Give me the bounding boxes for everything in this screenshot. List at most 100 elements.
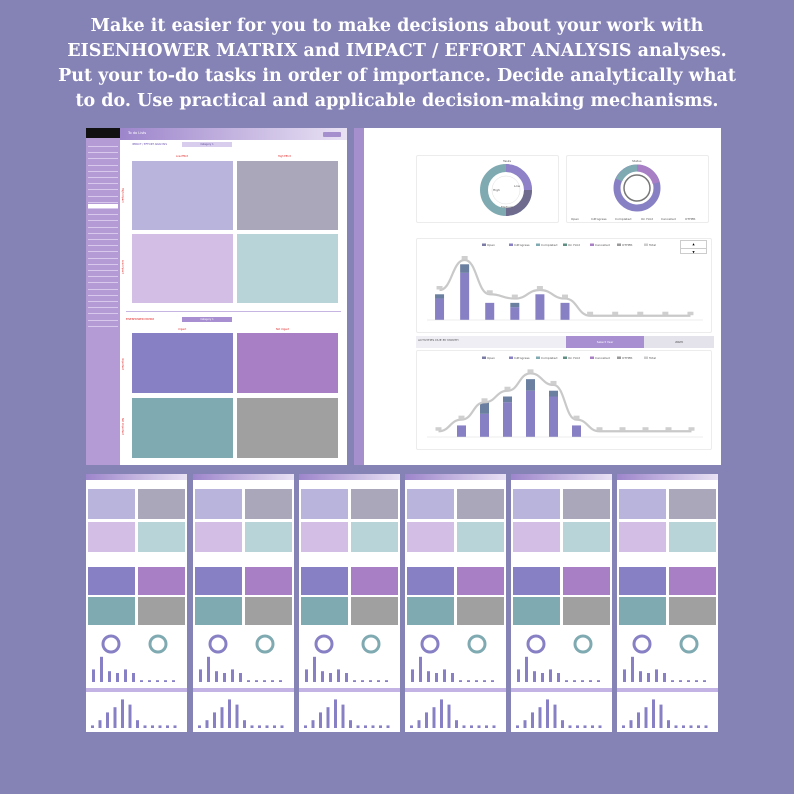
activities-bar-chart: Open InProgress Completed On Hold Cancelled O… xyxy=(427,243,703,321)
sidebar-item[interactable] xyxy=(88,278,118,284)
preview-thumbnail[interactable] xyxy=(405,474,506,732)
sidebar-item[interactable] xyxy=(88,291,118,296)
preview-thumbnail[interactable] xyxy=(511,474,612,732)
thumb-bar xyxy=(477,725,481,728)
bar-inprogress xyxy=(435,298,445,320)
select-year-label: Select Year xyxy=(566,336,644,348)
category-selector[interactable]: Category 1 xyxy=(182,142,232,147)
preview-thumbnail[interactable] xyxy=(86,474,187,732)
sidebar-item[interactable] xyxy=(88,198,118,203)
thumb-bar xyxy=(432,707,436,728)
spin-down-icon[interactable]: ▼ xyxy=(681,248,706,256)
thumb-bar xyxy=(124,669,127,682)
sidebar-item[interactable] xyxy=(88,297,118,302)
preview-thumbnail[interactable] xyxy=(193,474,294,732)
thumb-bar xyxy=(98,720,102,728)
thumb-bar xyxy=(371,725,375,728)
sidebar-item[interactable] xyxy=(88,154,118,160)
thumb-quadrant xyxy=(245,489,292,519)
thumb-quadrant xyxy=(457,597,504,625)
sidebar xyxy=(86,128,120,465)
preview-thumbnail[interactable] xyxy=(299,474,400,732)
thumb-bar xyxy=(113,707,117,728)
quadrant-delete[interactable] xyxy=(237,398,338,458)
thumb-quadrant xyxy=(245,567,292,595)
quadrant-quick-wins[interactable] xyxy=(132,161,233,230)
legend-swatch xyxy=(617,243,621,246)
spin-up-icon[interactable]: ▲ xyxy=(692,242,695,246)
sidebar-item[interactable] xyxy=(88,241,118,247)
quadrant-delegate[interactable] xyxy=(132,398,233,458)
thumb-bar xyxy=(462,725,466,728)
quadrant-schedule[interactable] xyxy=(237,333,338,393)
sidebar-item[interactable] xyxy=(88,260,118,265)
thumb-bar xyxy=(516,725,519,728)
sidebar-item[interactable] xyxy=(88,204,118,209)
thumb-quadrant xyxy=(457,489,504,519)
donut-ring-medium xyxy=(505,189,532,216)
sidebar-item[interactable] xyxy=(88,285,118,290)
sidebar-item[interactable] xyxy=(88,216,118,222)
thumb-bar xyxy=(647,673,650,682)
category-selector-2[interactable]: Category 1 xyxy=(182,317,232,322)
quadrant-do[interactable] xyxy=(132,333,233,393)
sidebar-item[interactable] xyxy=(88,185,118,191)
sidebar-item[interactable] xyxy=(88,309,118,315)
sidebar-item[interactable] xyxy=(88,179,118,185)
thumb-bar xyxy=(215,671,218,682)
thumb-bar xyxy=(148,680,151,682)
sidebar-item[interactable] xyxy=(88,223,118,228)
sidebar-item[interactable] xyxy=(88,272,118,278)
thumb-donut xyxy=(420,634,440,654)
sidebar-item[interactable] xyxy=(88,161,118,166)
sidebar-item[interactable] xyxy=(88,235,118,240)
total-data-label xyxy=(587,311,594,316)
thumb-bar xyxy=(568,725,572,728)
thumb-bar xyxy=(419,656,422,682)
sidebar-item[interactable] xyxy=(88,266,118,271)
thumb-bar xyxy=(443,669,446,682)
preview-thumbnail[interactable] xyxy=(617,474,718,732)
sidebar-item[interactable] xyxy=(88,254,118,259)
sidebar-item[interactable] xyxy=(88,247,118,253)
thumb-bar xyxy=(386,725,390,728)
thumb-charts xyxy=(193,634,294,728)
thumb-bar xyxy=(451,673,454,682)
sidebar-item[interactable] xyxy=(88,303,118,309)
scroll-spinner[interactable]: ▲ ▼ xyxy=(680,240,707,254)
thumb-bar xyxy=(305,669,308,682)
quadrant-thankless-tasks[interactable] xyxy=(237,234,338,303)
thumb-donut xyxy=(526,634,546,654)
sidebar-item[interactable] xyxy=(88,322,118,327)
quadrant-major-projects[interactable] xyxy=(237,161,338,230)
high-impact-label: High Impact xyxy=(121,188,124,203)
total-data-label xyxy=(486,290,493,294)
thumb-bar xyxy=(455,720,458,728)
header-button[interactable] xyxy=(323,132,341,137)
quadrant-fill-ins[interactable] xyxy=(132,234,233,303)
sidebar-item[interactable] xyxy=(88,167,118,172)
month-filter-bar: ACTIVITIES DUE BY MONTH Select Year 2023 xyxy=(416,336,714,348)
sidebar-item[interactable] xyxy=(88,210,118,216)
headline-line-3: Put your to-do tasks in order of importa… xyxy=(58,66,736,86)
legend-swatch xyxy=(563,356,567,359)
sidebar-item[interactable] xyxy=(88,229,118,234)
sidebar-item[interactable] xyxy=(88,192,118,197)
legend-onhold: On Hold xyxy=(641,217,653,221)
sidebar-item[interactable] xyxy=(88,316,118,321)
thumb-quadrant xyxy=(513,597,560,625)
thumb-quadrant xyxy=(138,597,185,625)
thumb-bar xyxy=(250,725,254,728)
thumb-bar xyxy=(353,680,356,682)
total-line xyxy=(439,258,691,317)
sidebar-item[interactable] xyxy=(88,148,118,154)
sidebar-item[interactable] xyxy=(88,142,118,147)
thumb-bar xyxy=(623,669,626,682)
thumb-donut xyxy=(361,634,381,654)
year-select[interactable]: 2023 xyxy=(644,336,714,348)
bar-inprogress xyxy=(485,302,495,320)
thumb-bar xyxy=(91,725,94,728)
sidebar-item[interactable] xyxy=(88,173,118,178)
donut-hole xyxy=(491,175,521,205)
thumb-bar xyxy=(663,673,666,682)
